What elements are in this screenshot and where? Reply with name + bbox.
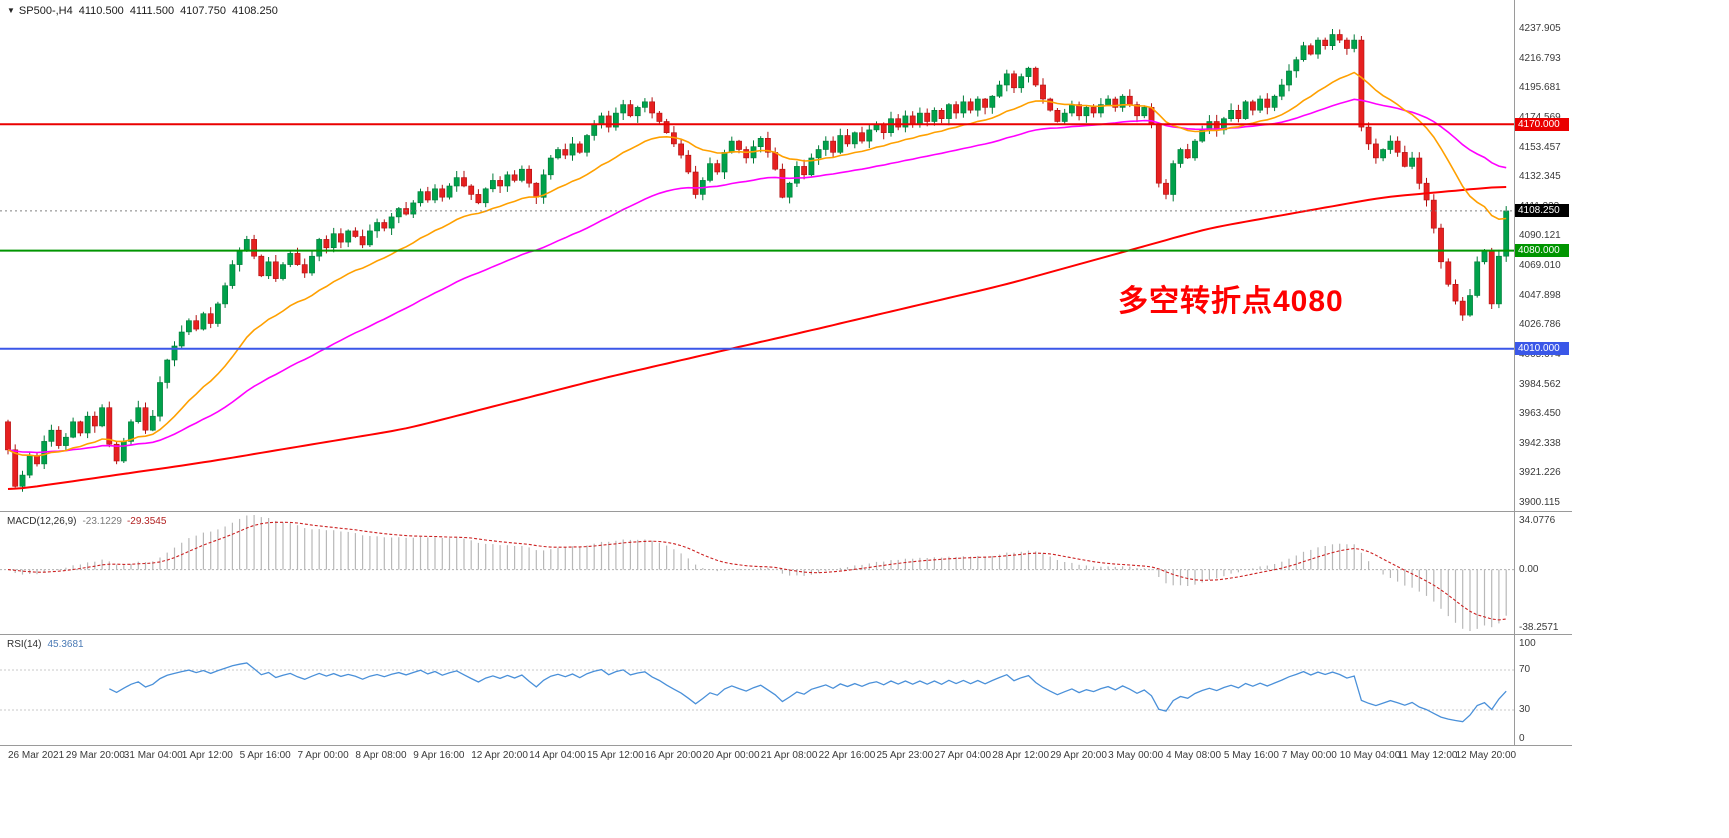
moving-average-lines xyxy=(7,71,1507,490)
resistance-level-badge[interactable]: 4170.000 xyxy=(1515,117,1569,131)
time-axis-label: 27 Apr 04:00 xyxy=(934,750,992,761)
price-axis-label: 4195.681 xyxy=(1519,82,1561,94)
ohlc-low-value: 4107.750 xyxy=(180,5,226,17)
time-axis-label: 22 Apr 16:00 xyxy=(818,750,876,761)
time-axis-label: 5 Apr 16:00 xyxy=(239,750,291,761)
time-axis-label: 29 Apr 20:00 xyxy=(1050,750,1107,761)
rsi-value: 45.3681 xyxy=(47,639,84,650)
rsi-pane xyxy=(0,662,1514,723)
time-axis-label: 16 Apr 20:00 xyxy=(644,750,702,761)
time-axis-label: 4 May 08:00 xyxy=(1166,750,1222,761)
time-axis-label: 25 Apr 23:00 xyxy=(876,750,934,761)
price-axis-label: 4132.345 xyxy=(1519,171,1561,183)
price-axis-label: 3984.562 xyxy=(1519,378,1561,390)
level-lines[interactable] xyxy=(0,123,1514,350)
macd-axis-label: -38.2571 xyxy=(1519,622,1559,633)
time-axis-label: 3 May 00:00 xyxy=(1108,750,1164,761)
ohlc-high-value: 4111.500 xyxy=(129,5,175,17)
macd-axis-label: 34.0776 xyxy=(1519,515,1556,526)
price-axis-label: 4026.786 xyxy=(1519,319,1561,331)
time-axis-label: 28 Apr 12:00 xyxy=(992,750,1050,761)
macd-signal-value: -29.3545 xyxy=(126,516,167,527)
symbol-info-line: ▼ SP500-,H4 4110.500 4111.500 4107.750 4108.2… xyxy=(7,5,278,17)
time-axis-label: 10 May 04:00 xyxy=(1339,750,1401,761)
dropdown-arrow-icon[interactable]: ▼ xyxy=(7,6,15,15)
chart-window[interactable]: ▼ SP500-,H4 4110.500 4111.500 4107.750 4108.2… xyxy=(0,0,1572,780)
time-axis-label: 7 May 00:00 xyxy=(1281,750,1337,761)
current-price-badge: 4108.250 xyxy=(1515,204,1569,218)
annotation-text[interactable]: 多空转折点4080 xyxy=(1118,285,1344,318)
time-axis-label: 11 May 12:00 xyxy=(1397,750,1458,761)
price-axis-label: 3942.338 xyxy=(1519,437,1561,449)
rsi-axis-label: 70 xyxy=(1519,664,1531,675)
time-axis-label: 12 Apr 20:00 xyxy=(471,750,528,761)
ohlc-open-value: 4110.500 xyxy=(78,5,124,17)
price-axis-label: 4069.010 xyxy=(1519,260,1561,271)
macd-axis-label: 0.00 xyxy=(1519,563,1539,575)
time-axis-label: 26 Mar 2021 xyxy=(8,750,65,761)
rsi-axis-label: 30 xyxy=(1519,704,1531,715)
macd-main-value: -23.1229 xyxy=(82,516,122,527)
macd-pane xyxy=(0,515,1514,631)
rsi-label-text: RSI(14) xyxy=(7,639,42,650)
price-axis-label: 3900.115 xyxy=(1519,497,1560,508)
ohlc-close-value: 4108.250 xyxy=(231,5,278,17)
price-axis-label: 4153.457 xyxy=(1519,141,1561,153)
pivot-level-badge[interactable]: 4080.000 xyxy=(1515,244,1569,258)
time-axis-label: 15 Apr 12:00 xyxy=(587,750,644,761)
time-axis-label: 8 Apr 08:00 xyxy=(355,750,407,761)
time-axis-label: 12 May 20:00 xyxy=(1455,750,1517,761)
time-axis-label: 31 Mar 04:00 xyxy=(123,750,183,761)
price-axis-label: 4216.793 xyxy=(1519,52,1561,64)
time-axis-label: 29 Mar 20:00 xyxy=(65,750,125,761)
rsi-axis-label: 100 xyxy=(1519,638,1536,649)
time-axis-label: 14 Apr 04:00 xyxy=(529,750,586,761)
rsi-indicator-label: RSI(14) 45.3681 xyxy=(7,639,84,650)
price-axis-label: 3921.226 xyxy=(1519,467,1561,479)
time-axis-label: 7 Apr 00:00 xyxy=(297,750,349,761)
time-axis-label: 20 Apr 00:00 xyxy=(702,750,760,761)
rsi-axis-label: 0 xyxy=(1519,732,1525,744)
time-axis-label: 9 Apr 16:00 xyxy=(413,750,465,761)
chart-canvas[interactable] xyxy=(0,0,1572,770)
price-axis-label: 4174.569 xyxy=(1519,112,1561,123)
price-axis-label: 4237.905 xyxy=(1519,23,1561,34)
price-axis-label: 3963.450 xyxy=(1519,408,1561,420)
time-axis-label: 1 Apr 12:00 xyxy=(181,750,233,761)
price-axis-label: 4047.898 xyxy=(1519,289,1561,301)
macd-label-text: MACD(12,26,9) xyxy=(7,516,77,527)
price-axis-label: 4090.121 xyxy=(1519,230,1561,242)
macd-indicator-label: MACD(12,26,9) -23.1229 -29.3545 xyxy=(7,516,166,527)
time-axis-label: 5 May 16:00 xyxy=(1223,750,1279,761)
time-axis-label: 21 Apr 08:00 xyxy=(760,750,818,761)
candlestick-series xyxy=(5,29,1510,492)
pane-separators[interactable] xyxy=(0,0,1572,746)
symbol-period-label: SP500-,H4 xyxy=(18,5,73,17)
support-level-badge[interactable]: 4010.000 xyxy=(1515,342,1569,356)
